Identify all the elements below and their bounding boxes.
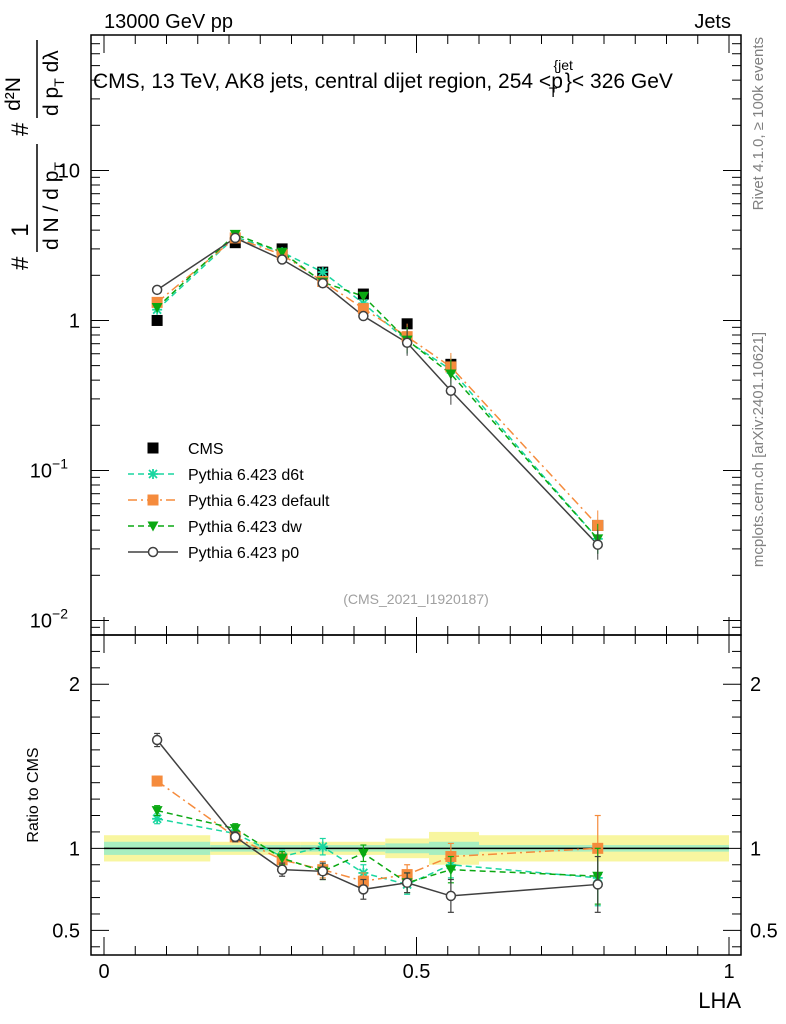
header-right-label: Jets	[694, 11, 731, 33]
x-tick-label: 0	[98, 961, 109, 983]
ratio-plot-frame	[90, 634, 742, 956]
legend-label-pythia-6-423-d6t: Pythia 6.423 d6t	[188, 467, 304, 484]
legend-marker-pythia-6-423-p0	[147, 546, 159, 558]
ratio-point-pythia-6-423-d6t	[317, 841, 328, 852]
ratio-point-pythia-6-423-p0	[401, 877, 413, 889]
ratio-y-axis-title: Ratio to CMS	[25, 747, 42, 842]
legend: CMS Pythia 6.423 d6t Pythia 6.423 default P…	[128, 441, 330, 562]
data-point-pythia-6-423-dw	[151, 303, 163, 314]
ratio-point-pythia-6-423-default	[151, 775, 163, 787]
ratio-series-group	[151, 732, 604, 913]
data-point-pythia-6-423-p0	[445, 385, 457, 396]
rivet-version-label: Rivet 4.1.0, ≥ 100k events	[750, 37, 767, 210]
legend-marker-cms	[147, 442, 159, 454]
series-line-pythia-6-423-d6t	[156, 236, 599, 540]
data-point-pythia-6-423-dw	[445, 369, 457, 380]
y-title-hash: #	[7, 256, 34, 270]
series-line-pythia-6-423-dw	[156, 233, 599, 540]
ratio-y-tick-label-right: 2	[750, 674, 761, 696]
data-point-pythia-6-423-p0	[401, 337, 413, 349]
ratio-y-tick-label-right: 1	[750, 838, 761, 860]
ratio-point-pythia-6-423-d6t-stroke	[318, 842, 328, 852]
ratio-point-pythia-6-423-p0	[230, 831, 241, 843]
main-y-axis-title: # 1 d N / d pT # d²N d pT dλ	[2, 40, 67, 270]
ratio-y-tick-label-left: 2	[69, 674, 80, 696]
ratio-point-pythia-6-423-dw	[357, 848, 369, 859]
x-tick-label: 0.5	[403, 961, 431, 983]
legend-marker-pythia-6-423-d6t	[148, 469, 158, 479]
data-point-pythia-6-423-default	[357, 303, 369, 315]
ratio-point-pythia-6-423-p0	[592, 879, 603, 890]
ratio-y-tick-label-right: 0.5	[750, 920, 778, 942]
ratio-line-pythia-6-423-default	[156, 780, 598, 882]
legend-label-cms: CMS	[188, 441, 224, 458]
ratio-line-pythia-6-423-p0	[156, 739, 598, 897]
ratio-axis-ticks	[91, 635, 741, 955]
ratio-line-pythia-6-423-dw	[156, 809, 598, 884]
ratio-point-pythia-6-423-p0	[276, 864, 288, 875]
legend-marker-pythia-6-423-dw	[147, 521, 159, 532]
data-point-pythia-6-423-p0	[230, 232, 241, 244]
x-tick-label: 1	[723, 961, 734, 983]
main-axis-ticks	[91, 34, 741, 636]
main-y-tick-labels: 10 1 10−1 10−2	[30, 160, 80, 632]
ratio-x-tick-labels: 0 0.5 1	[98, 961, 734, 983]
ratio-point-pythia-6-423-p0	[445, 890, 457, 902]
ratio-point-pythia-6-423-p0	[317, 866, 328, 877]
data-point-pythia-6-423-p0	[358, 310, 369, 322]
main-y-tick-label: 10−2	[30, 605, 68, 632]
ratio-y-tick-label-left: 0.5	[52, 920, 80, 942]
data-point-pythia-6-423-dw	[276, 247, 288, 258]
main-y-tick-label: 1	[69, 310, 80, 332]
chart-title: CMS, 13 TeV, AK8 jets, central dijet reg…	[93, 57, 673, 100]
ratio-point-pythia-6-423-dw	[445, 865, 457, 876]
header-left-label: 13000 GeV pp	[104, 11, 233, 33]
data-point-pythia-6-423-default	[151, 296, 163, 308]
data-point-pythia-6-423-p0	[276, 254, 288, 265]
analysis-id-label: (CMS_2021_I1920187)	[343, 591, 489, 607]
data-point-pythia-6-423-d6t-stroke	[318, 267, 328, 277]
legend-label-pythia-6-423-dw: Pythia 6.423 dw	[188, 519, 302, 536]
y-title-denominator: d N / d pT	[40, 162, 67, 250]
ratio-point-pythia-6-423-d6t-stroke	[152, 814, 162, 824]
ratio-point-pythia-6-423-dw	[229, 824, 241, 835]
legend-marker-pythia-6-423-d6t-stroke	[148, 469, 158, 479]
data-point-pythia-6-423-d6t	[317, 267, 328, 278]
data-point-pythia-6-423-p0	[151, 284, 163, 296]
ratio-point-pythia-6-423-p0	[151, 734, 163, 746]
main-y-tick-label: 10	[58, 160, 80, 182]
data-point-cms	[151, 314, 163, 326]
x-axis-title: LHA	[698, 988, 741, 1013]
data-point-pythia-6-423-p0	[592, 539, 603, 550]
main-series-group	[151, 229, 604, 560]
legend-label-pythia-6-423-p0: Pythia 6.423 p0	[188, 545, 299, 562]
ratio-y-tick-labels: 2 2 1 1 0.5 0.5	[52, 674, 778, 942]
ratio-point-pythia-6-423-dw	[151, 806, 163, 817]
y-title-one: 1	[7, 223, 34, 236]
ratio-point-pythia-6-423-dw	[276, 853, 288, 864]
legend-label-pythia-6-423-default: Pythia 6.423 default	[188, 493, 330, 510]
y-title-numerator-2: d²N	[2, 77, 25, 111]
y-title-denominator-2: d pT dλ	[40, 50, 67, 116]
ratio-y-tick-label-left: 1	[69, 838, 80, 860]
mcplots-source-label: mcplots.cern.ch [arXiv:2401.10621]	[750, 332, 767, 567]
data-point-pythia-6-423-p0	[317, 278, 328, 289]
y-title-hash-2: #	[7, 122, 34, 136]
ratio-uncertainty-band	[104, 831, 729, 865]
series-line-pythia-6-423-p0	[156, 237, 599, 546]
legend-marker-pythia-6-423-default	[147, 494, 159, 506]
ratio-point-pythia-6-423-p0	[358, 884, 369, 895]
data-point-pythia-6-423-dw	[357, 291, 369, 302]
main-y-tick-label: 10−1	[30, 455, 68, 482]
